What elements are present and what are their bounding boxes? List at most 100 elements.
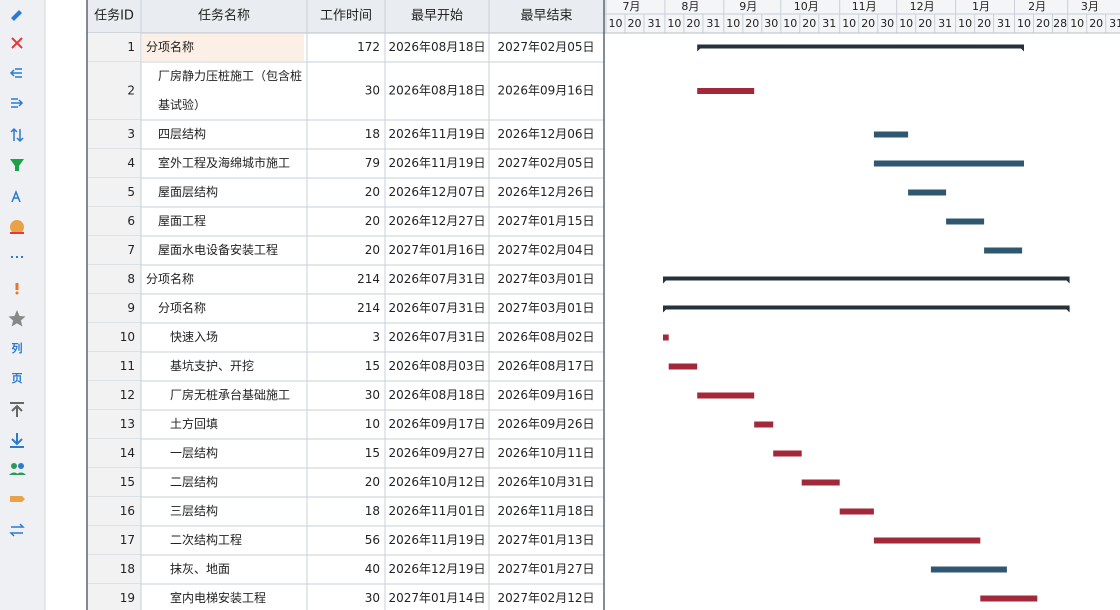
end-date: 2026年12月26日 — [497, 185, 594, 199]
task-name: 厂房静力压桩施工（包含桩基试验） — [158, 69, 303, 112]
end-date: 2026年10月31日 — [497, 475, 594, 489]
task-name-box: 快速入场 — [170, 330, 219, 344]
start-date: 2026年08月18日 — [388, 40, 485, 54]
task-id: 11 — [120, 359, 135, 373]
day-label: 20 — [1089, 17, 1103, 30]
day-label: 10 — [1070, 17, 1084, 30]
icon-filter[interactable] — [10, 159, 24, 171]
duration: 56 — [365, 533, 380, 547]
task-name-box: 屋面工程 — [158, 214, 206, 228]
month-label: 1月 — [972, 0, 990, 13]
task-name: 屋面层结构 — [158, 185, 219, 199]
task-bar — [668, 363, 698, 370]
day-label: 10 — [958, 17, 972, 30]
icon-edit[interactable] — [11, 10, 22, 21]
month-label: 10月 — [794, 0, 819, 13]
start-date: 2026年10月12日 — [388, 475, 485, 489]
icon-font[interactable] — [11, 189, 21, 203]
task-name-box: 二次结构工程 — [170, 533, 243, 547]
icon-page[interactable]: 页 — [12, 372, 23, 385]
icon-indent[interactable] — [11, 98, 24, 108]
month-label: 8月 — [681, 0, 699, 13]
id-cell — [87, 236, 141, 265]
icon-palette-bar — [10, 232, 24, 234]
icon-users-body — [9, 472, 26, 475]
duration: 79 — [365, 156, 380, 170]
task-name-box: 土方回填 — [170, 417, 218, 431]
end-date: 2027年01月15日 — [497, 214, 594, 228]
task-name: 一层结构 — [170, 446, 219, 460]
start-date: 2026年12月27日 — [388, 214, 485, 228]
task-name-box: 四层结构 — [158, 127, 206, 141]
icon-column[interactable]: 列 — [12, 341, 23, 355]
task-bar — [697, 88, 755, 94]
day-label: 10 — [609, 17, 623, 30]
duration: 15 — [365, 446, 380, 460]
task-bar — [873, 160, 1024, 167]
column-header: 工作时间 — [320, 9, 372, 24]
summary-bar — [663, 305, 1070, 313]
task-id: 3 — [127, 127, 135, 141]
start-date: 2026年07月31日 — [388, 272, 485, 286]
task-name-box: 屋面层结构 — [158, 185, 219, 199]
day-label: 20 — [861, 17, 875, 30]
task-id: 17 — [120, 533, 135, 547]
icon-top[interactable] — [10, 402, 24, 417]
task-bar — [663, 334, 669, 341]
icon-hand[interactable] — [10, 496, 25, 502]
month-label: 7月 — [622, 0, 640, 13]
start-date: 2026年12月07日 — [388, 185, 485, 199]
task-id: 8 — [127, 272, 135, 286]
task-name: 快速入场 — [170, 330, 219, 344]
day-label: 20 — [686, 17, 700, 30]
id-cell — [87, 555, 141, 584]
task-bar — [984, 247, 1023, 254]
icon-outdent[interactable] — [9, 68, 22, 78]
icon-swap[interactable] — [9, 523, 25, 537]
icon-bottom[interactable] — [10, 433, 24, 448]
task-id: 10 — [120, 330, 135, 344]
task-name: 分项名称 — [146, 40, 195, 54]
icon-sort[interactable] — [10, 127, 24, 143]
day-label: 20 — [802, 17, 816, 30]
duration: 40 — [365, 562, 380, 576]
month-label: 2月 — [1028, 0, 1046, 13]
start-date: 2026年07月31日 — [388, 330, 485, 344]
day-label: 31 — [997, 17, 1011, 30]
duration: 214 — [357, 272, 380, 286]
icon-star[interactable] — [8, 310, 26, 327]
duration: 18 — [365, 127, 380, 141]
task-id: 4 — [127, 156, 135, 170]
id-cell — [87, 207, 141, 236]
task-id: 13 — [120, 417, 135, 431]
end-date: 2027年02月05日 — [497, 40, 594, 54]
day-label: 31 — [1109, 17, 1120, 30]
task-id: 2 — [127, 84, 135, 98]
duration: 10 — [365, 417, 380, 431]
task-bar — [873, 131, 909, 138]
id-cell — [87, 323, 141, 352]
day-label: 30 — [764, 17, 778, 30]
task-name: 抹灰、地面 — [170, 562, 231, 576]
icon-important-dot — [15, 291, 19, 295]
task-name: 二层结构 — [170, 475, 219, 489]
task-name: 室外工程及海绵城市施工 — [158, 156, 291, 170]
day-label: 28 — [1053, 17, 1067, 30]
icon-users[interactable] — [11, 463, 17, 469]
start-date: 2027年01月16日 — [388, 243, 485, 257]
icon-delete[interactable] — [11, 37, 23, 49]
id-cell — [87, 352, 141, 381]
id-cell — [87, 33, 141, 62]
id-cell — [87, 265, 141, 294]
day-label: 31 — [706, 17, 720, 30]
task-bar — [754, 421, 774, 428]
task-name-box: 二层结构 — [170, 475, 219, 489]
task-name: 二次结构工程 — [170, 533, 243, 547]
icon-palette[interactable] — [10, 220, 24, 234]
start-date: 2026年11月19日 — [388, 533, 485, 547]
task-name-box: 抹灰、地面 — [170, 562, 231, 576]
column-header: 最早结束 — [520, 9, 572, 24]
task-name-box: 基坑支护、开挖 — [170, 359, 254, 373]
month-label: 9月 — [739, 0, 757, 13]
